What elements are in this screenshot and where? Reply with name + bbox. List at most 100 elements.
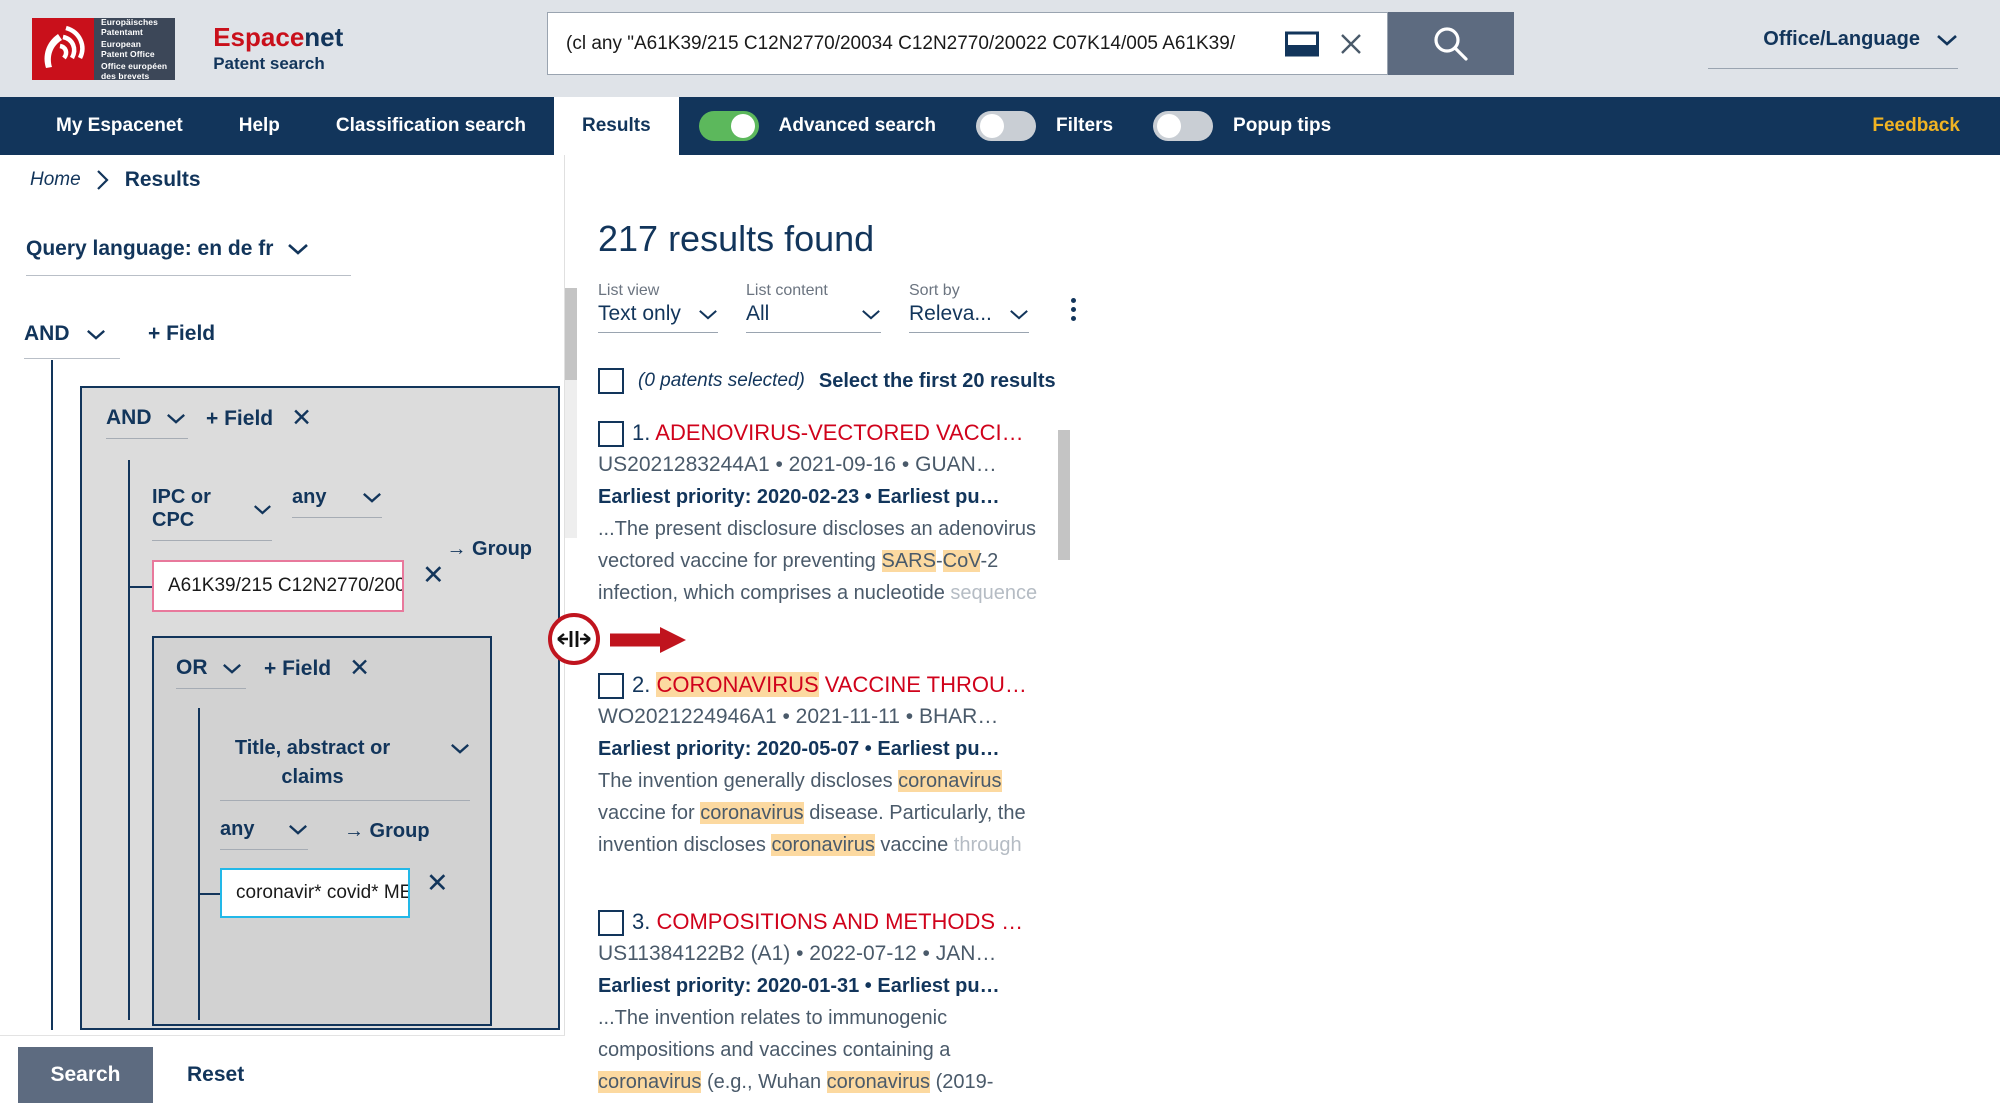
toggle-popup-tips[interactable]: Popup tips: [1133, 97, 1351, 155]
result-1-abstract: ...The present disclosure discloses an a…: [598, 513, 1053, 609]
select-all-checkbox[interactable]: [598, 368, 624, 394]
root-add-field-button[interactable]: + Field: [148, 322, 215, 346]
toggle-filters[interactable]: Filters: [956, 97, 1133, 155]
query-footer-actions: Search Reset: [0, 1035, 565, 1113]
more-options-icon[interactable]: [1071, 298, 1076, 321]
result-item-1[interactable]: 1. ADENOVIRUS-VECTORED VACCI… US20212832…: [598, 418, 1068, 609]
group2-operator-select[interactable]: OR: [176, 656, 246, 689]
result-1-number: 1.: [632, 420, 650, 445]
result-3-title-text: COMPOSITIONS AND METHODS …: [656, 909, 1023, 934]
epo-logo-mark: [32, 18, 94, 80]
filters-label: Filters: [1056, 115, 1113, 137]
list-view-select[interactable]: Text only: [598, 302, 718, 333]
group2-field-type-label: Title, abstract or claims: [220, 734, 405, 792]
group1-value-text: A61K39/215 C12N2770/20034: [168, 575, 404, 597]
list-content-select[interactable]: All: [746, 302, 881, 333]
office-language-selector[interactable]: Office/Language: [1763, 28, 1958, 51]
reset-button[interactable]: Reset: [187, 1063, 244, 1087]
results-controls: List view Text only List content All Sor…: [598, 282, 1076, 333]
close-icon[interactable]: [1337, 30, 1365, 58]
chevron-down-icon: [166, 412, 186, 425]
feedback-link[interactable]: Feedback: [1872, 97, 1960, 155]
result-1-title[interactable]: 1. ADENOVIRUS-VECTORED VACCI…: [632, 418, 1024, 448]
result-2-meta: WO2021224946A1 • 2021-11-11 • BHAR…: [598, 700, 1068, 733]
group1-value-input[interactable]: A61K39/215 C12N2770/20034: [152, 560, 404, 612]
result-3-abstract: ...The invention relates to immunogenic …: [598, 1002, 1053, 1098]
toggle-advanced-search[interactable]: Advanced search: [679, 97, 956, 155]
result-2-priority: Earliest priority: 2020-05-07 • Earliest…: [598, 733, 1068, 765]
group1-group-link[interactable]: → Group: [446, 538, 532, 561]
root-operator-select[interactable]: AND: [24, 322, 120, 359]
result-1-checkbox[interactable]: [598, 421, 624, 447]
group1-operator-label: AND: [106, 406, 152, 430]
search-input[interactable]: (cl any "A61K39/215 C12N2770/20034 C12N2…: [547, 12, 1388, 75]
scrollbar-thumb[interactable]: [565, 288, 577, 380]
result-2-title-highlight: CORONAVIRUS: [656, 672, 818, 697]
filters-toggle[interactable]: [976, 111, 1036, 141]
brand-subtitle: Patent search: [213, 52, 343, 76]
popup-tips-label: Popup tips: [1233, 115, 1331, 137]
chevron-down-icon: [287, 242, 309, 256]
result-2-abstract: The invention generally discloses corona…: [598, 765, 1053, 861]
result-1-meta: US2021283244A1 • 2021-09-16 • GUAN…: [598, 448, 1068, 481]
chevron-down-icon: [861, 308, 881, 321]
group2-clear-button[interactable]: ✕: [426, 868, 449, 899]
nav-item-classification-search[interactable]: Classification search: [308, 97, 554, 155]
group2-remove-button[interactable]: ✕: [349, 656, 370, 689]
resize-handle-icon[interactable]: [548, 613, 600, 665]
root-connector-line: [51, 360, 53, 1030]
group2-add-field-button[interactable]: + Field: [264, 657, 331, 689]
nav-item-my-espacenet[interactable]: My Espacenet: [28, 97, 211, 155]
group1-field-stub: [128, 586, 152, 588]
results-count-heading: 217 results found: [598, 218, 874, 260]
brand: Espacenet Patent search: [213, 22, 343, 76]
group1-match-select[interactable]: any: [292, 486, 382, 518]
search-submit-button[interactable]: [1388, 12, 1514, 75]
logo-line-en: European Patent Office: [101, 39, 167, 59]
logo-line-fr: Office européen des brevets: [101, 61, 167, 81]
result-2-checkbox[interactable]: [598, 673, 624, 699]
office-language-label: Office/Language: [1763, 28, 1920, 51]
group2-value-input[interactable]: coronavir* covid* MER: [220, 868, 410, 918]
result-2-title[interactable]: 2. CORONAVIRUS VACCINE THROU…: [632, 670, 1027, 700]
epo-logo-text: Europäisches Patentamt European Patent O…: [94, 18, 175, 80]
result-3-title[interactable]: 3. COMPOSITIONS AND METHODS …: [632, 907, 1023, 937]
chevron-down-icon: [222, 662, 242, 675]
list-view-caption: List view: [598, 282, 718, 300]
nav-item-results[interactable]: Results: [554, 97, 679, 155]
group1-add-field-button[interactable]: + Field: [206, 407, 273, 439]
group1-remove-button[interactable]: ✕: [291, 406, 312, 439]
nav-item-help[interactable]: Help: [211, 97, 308, 155]
advanced-search-toggle[interactable]: [699, 111, 759, 141]
group2-match-select[interactable]: any: [220, 818, 308, 850]
search-button[interactable]: Search: [18, 1047, 153, 1103]
sort-by-select[interactable]: Releva...: [909, 302, 1029, 333]
search-query-text: (cl any "A61K39/215 C12N2770/20034 C12N2…: [566, 33, 1279, 55]
query-tree: AND + Field ✕ IPC or CPC any: [0, 360, 565, 1030]
group2-field-type-select[interactable]: Title, abstract or claims: [220, 734, 470, 801]
query-language-selector[interactable]: Query language: en de fr: [26, 237, 351, 276]
group2-operator-label: OR: [176, 656, 208, 680]
popup-tips-toggle[interactable]: [1153, 111, 1213, 141]
epo-logo[interactable]: Europäisches Patentamt European Patent O…: [32, 18, 175, 80]
group2-group-link[interactable]: → Group: [344, 820, 430, 843]
group2-match-label: any: [220, 818, 254, 841]
query-group-and: AND + Field ✕ IPC or CPC any: [80, 386, 560, 1030]
select-first-20-link[interactable]: Select the first 20 results: [819, 370, 1056, 393]
result-item-3[interactable]: 3. COMPOSITIONS AND METHODS … US11384122…: [598, 907, 1068, 1098]
group1-operator-select[interactable]: AND: [106, 406, 188, 439]
left-panel-scrollbar[interactable]: [565, 288, 577, 538]
group1-clear-button[interactable]: ✕: [422, 560, 445, 591]
result-3-checkbox[interactable]: [598, 910, 624, 936]
breadcrumb-current: Results: [125, 168, 201, 192]
breadcrumb-home[interactable]: Home: [30, 169, 81, 191]
chevron-down-icon: [1936, 33, 1958, 47]
logo-line-de: Europäisches Patentamt: [101, 17, 167, 37]
result-item-2[interactable]: 2. CORONAVIRUS VACCINE THROU… WO20212249…: [598, 670, 1068, 861]
selected-count-label: (0 patents selected): [638, 370, 805, 392]
resize-horizontal-icon: [556, 629, 592, 649]
keyboard-icon[interactable]: [1285, 31, 1319, 57]
result-3-meta: US11384122B2 (A1) • 2022-07-12 • JAN…: [598, 937, 1068, 970]
group1-field-type-label: IPC or CPC: [152, 486, 253, 532]
group1-field-type-select[interactable]: IPC or CPC: [152, 486, 272, 541]
